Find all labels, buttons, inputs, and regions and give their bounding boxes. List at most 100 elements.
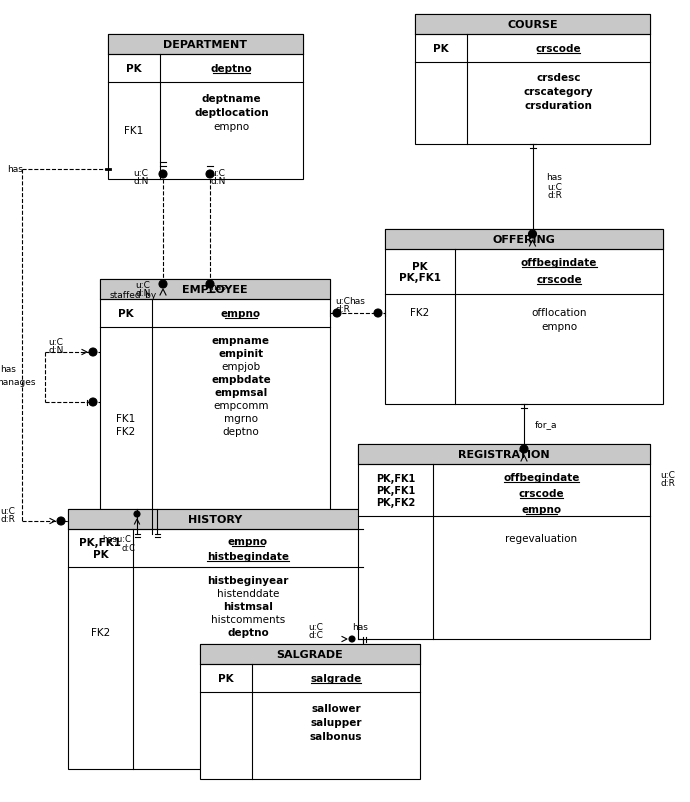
Circle shape [89,399,97,407]
Text: empno: empno [541,322,577,331]
Text: empinit: empinit [219,349,264,358]
Text: FK2: FK2 [91,627,110,638]
Text: d:C: d:C [308,630,324,640]
Text: empcomm: empcomm [213,400,268,411]
Bar [358,444,650,639]
Text: d:N: d:N [48,346,63,355]
Text: deptno: deptno [210,64,253,74]
Text: crsduration: crsduration [524,101,593,111]
Text: d:N: d:N [135,290,150,298]
Text: PK: PK [126,64,142,74]
Text: staffed_by: staffed_by [110,291,157,300]
Text: u:C: u:C [547,183,562,192]
Text: d:C: d:C [122,544,136,553]
Text: deptno: deptno [223,427,259,436]
Circle shape [57,517,65,525]
Text: PK,FK1
PK,FK1
PK,FK2: PK,FK1 PK,FK1 PK,FK2 [376,474,415,507]
Text: sallower: sallower [311,703,361,713]
Text: PK: PK [218,673,234,683]
Bar [415,15,650,35]
Circle shape [374,310,382,318]
Text: FK1: FK1 [117,414,136,423]
Text: histcomments: histcomments [211,614,285,624]
Text: d:R: d:R [335,305,351,314]
Text: histbeginyear: histbeginyear [207,575,288,585]
Circle shape [206,281,214,289]
Bar [385,229,663,249]
Circle shape [206,171,214,179]
Text: empmsal: empmsal [215,387,268,398]
Text: offbegindate: offbegindate [503,472,580,482]
Text: has: has [7,165,23,174]
Text: deptname: deptname [201,94,262,104]
Text: has: has [546,172,562,182]
Text: has: has [353,622,368,632]
Text: salbonus: salbonus [310,731,362,741]
Text: u:C: u:C [48,338,63,347]
Text: histbegindate: histbegindate [207,551,289,561]
Text: u:C: u:C [210,169,226,178]
Text: u:C: u:C [308,622,324,632]
Text: salupper: salupper [310,717,362,727]
Circle shape [529,231,537,239]
Text: FK1: FK1 [124,127,144,136]
Text: d:N: d:N [210,177,226,186]
Text: has: has [350,297,366,306]
Bar [200,644,420,779]
Text: manages: manages [0,378,36,387]
Text: offbegindate: offbegindate [521,257,597,268]
Text: d:R: d:R [660,479,676,488]
Bar [358,444,650,464]
Text: u:C: u:C [135,282,150,290]
Text: empno: empno [221,309,261,318]
Text: PK,FK1
PK: PK,FK1 PK [79,537,121,559]
Text: empno: empno [228,537,268,546]
Bar [108,35,303,180]
Text: empbdate: empbdate [211,375,271,384]
Circle shape [349,636,355,642]
Text: REGISTRATION: REGISTRATION [458,449,550,460]
Bar [100,280,330,534]
Text: DEPARTMENT: DEPARTMENT [164,40,248,50]
Text: crscategory: crscategory [524,87,593,97]
Text: PK: PK [433,44,448,54]
Text: crscode: crscode [535,44,581,54]
Text: mgrno: mgrno [224,414,258,423]
Text: EMPLOYEE: EMPLOYEE [182,285,248,294]
Bar [68,509,363,529]
Text: empjob: empjob [221,362,261,371]
Text: offlocation: offlocation [531,308,586,318]
Text: deptlocation: deptlocation [194,107,269,118]
Text: u:C: u:C [134,169,148,178]
Text: HISTORY: HISTORY [188,514,243,525]
Text: d:N: d:N [133,177,148,186]
Circle shape [159,281,167,289]
Text: crsdesc: crsdesc [536,73,581,83]
Text: u:C: u:C [1,507,15,516]
Circle shape [89,349,97,357]
Text: empno: empno [213,122,250,132]
Text: u:C: u:C [335,297,351,306]
Bar [108,35,303,55]
Text: PK
PK,FK1: PK PK,FK1 [399,261,441,283]
Bar [415,15,650,145]
Bar [100,280,330,300]
Bar [200,644,420,664]
Text: salgrade: salgrade [310,673,362,683]
Circle shape [333,310,341,318]
Text: d:R: d:R [547,191,562,200]
Text: has: has [0,365,16,374]
Text: histmsal: histmsal [223,602,273,611]
Text: crscode: crscode [519,488,564,498]
Text: empno: empno [522,504,562,514]
Circle shape [134,512,140,517]
Circle shape [520,445,528,453]
Text: PK: PK [118,309,134,318]
Text: has: has [210,283,226,292]
Text: FK2: FK2 [117,427,136,436]
Text: hasu:C: hasu:C [103,535,131,544]
Text: for_a: for_a [535,420,558,429]
Text: regevaluation: regevaluation [506,533,578,543]
Text: OFFERING: OFFERING [493,235,555,245]
Text: COURSE: COURSE [507,20,558,30]
